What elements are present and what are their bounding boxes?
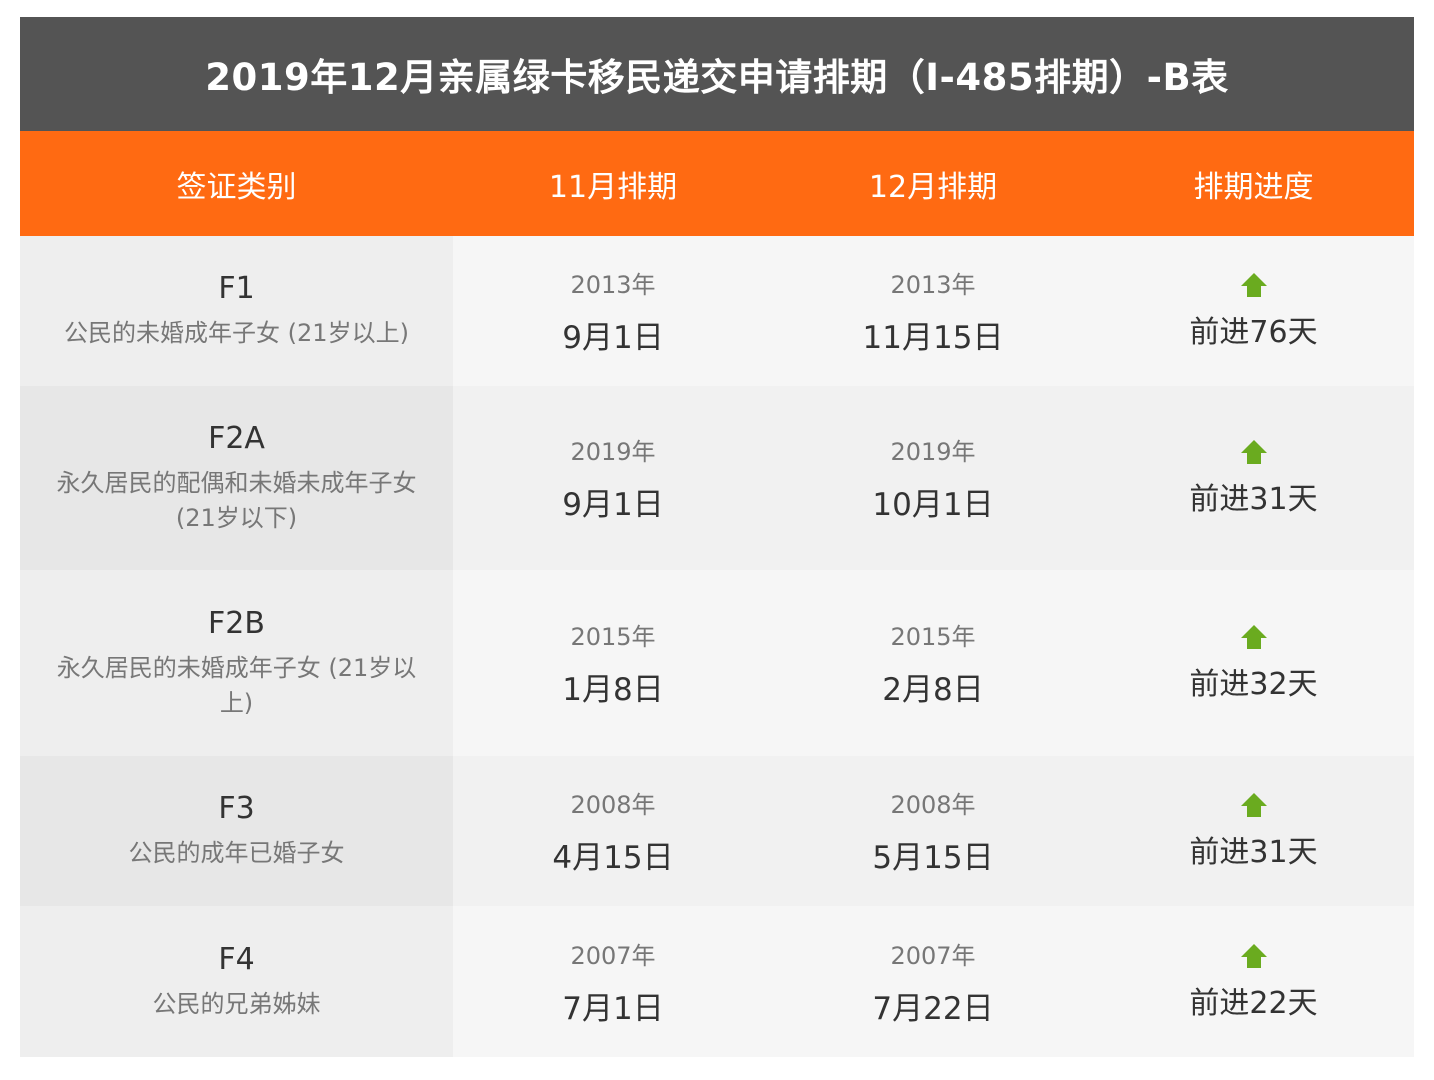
november-year: 2019年: [570, 438, 656, 466]
november-date: 4月15日: [552, 840, 674, 876]
november-date: 9月1日: [562, 320, 664, 356]
table-row: F2B 永久居民的未婚成年子女 (21岁以上) 2015年 1月8日 2015年…: [20, 570, 1414, 756]
visa-bulletin-table: 2019年12月亲属绿卡移民递交申请排期（I-485排期）-B表 签证类别 11…: [20, 17, 1414, 1057]
progress-text: 前进31天: [1189, 482, 1318, 517]
category-cell: F3 公民的成年已婚子女: [20, 756, 453, 906]
up-arrow-icon: [1240, 440, 1267, 464]
category-description: 公民的未婚成年子女 (21岁以上): [64, 319, 409, 347]
category-code: F3: [218, 791, 255, 826]
category-description: 永久居民的配偶和未婚未成年子女 (21岁以下): [56, 468, 417, 532]
december-cell: 2007年 7月22日: [773, 906, 1093, 1057]
header-progress: 排期进度: [1193, 169, 1314, 205]
december-date: 10月1日: [872, 487, 994, 523]
december-year: 2019年: [890, 438, 976, 466]
november-cell: 2007年 7月1日: [453, 906, 773, 1057]
category-code: F2B: [208, 605, 265, 641]
progress-text: 前进22天: [1189, 985, 1318, 1021]
up-arrow-icon: [1240, 273, 1267, 297]
december-cell: 2015年 2月8日: [773, 570, 1093, 756]
december-date: 11月15日: [862, 320, 1004, 356]
category-cell: F2A 永久居民的配偶和未婚未成年子女 (21岁以下): [20, 386, 453, 570]
progress-cell: 前进22天: [1093, 906, 1414, 1057]
december-cell: 2008年 5月15日: [773, 756, 1093, 906]
table-row: F2A 永久居民的配偶和未婚未成年子女 (21岁以下) 2019年 9月1日 2…: [20, 386, 1414, 570]
progress-cell: 前进31天: [1093, 756, 1414, 906]
category-cell: F4 公民的兄弟姊妹: [20, 906, 453, 1057]
november-year: 2008年: [570, 791, 656, 819]
progress-cell: 前进76天: [1093, 236, 1414, 386]
progress-text: 前进31天: [1189, 835, 1318, 870]
december-year: 2013年: [890, 271, 976, 299]
december-date: 7月22日: [872, 990, 994, 1027]
category-code: F4: [218, 941, 255, 977]
category-description: 永久居民的未婚成年子女 (21岁以上): [56, 653, 417, 717]
header-december: 12月排期: [868, 169, 998, 205]
november-year: 2015年: [570, 623, 656, 651]
progress-text: 前进32天: [1189, 667, 1318, 702]
november-date: 9月1日: [562, 487, 664, 523]
up-arrow-icon: [1240, 943, 1267, 968]
up-arrow-icon: [1240, 793, 1267, 817]
category-cell: F2B 永久居民的未婚成年子女 (21岁以上): [20, 570, 453, 756]
category-cell: F1 公民的未婚成年子女 (21岁以上): [20, 236, 453, 386]
november-cell: 2015年 1月8日: [453, 570, 773, 756]
category-code: F1: [218, 271, 255, 306]
progress-cell: 前进32天: [1093, 570, 1414, 756]
progress-cell: 前进31天: [1093, 386, 1414, 570]
category-code: F2A: [208, 420, 265, 456]
december-date: 2月8日: [882, 672, 984, 708]
category-description: 公民的成年已婚子女: [128, 839, 345, 867]
november-cell: 2013年 9月1日: [453, 236, 773, 386]
november-cell: 2008年 4月15日: [453, 756, 773, 906]
category-description: 公民的兄弟姊妹: [152, 989, 321, 1018]
table-row: F3 公民的成年已婚子女 2008年 4月15日 2008年 5月15日 前进3…: [20, 756, 1414, 906]
header-row: 签证类别 11月排期 12月排期 排期进度: [20, 131, 1414, 236]
table-row: F4 公民的兄弟姊妹 2007年 7月1日 2007年 7月22日 前进22天: [20, 906, 1414, 1057]
november-date: 7月1日: [562, 990, 664, 1027]
november-date: 1月8日: [562, 672, 664, 708]
header-visa-category: 签证类别: [176, 169, 297, 205]
table-row: F1 公民的未婚成年子女 (21岁以上) 2013年 9月1日 2013年 11…: [20, 236, 1414, 386]
december-cell: 2019年 10月1日: [773, 386, 1093, 570]
header-november: 11月排期: [548, 169, 678, 205]
november-year: 2013年: [570, 271, 656, 299]
december-year: 2015年: [890, 623, 976, 651]
december-date: 5月15日: [872, 840, 994, 876]
table-title: 2019年12月亲属绿卡移民递交申请排期（I-485排期）-B表: [20, 17, 1414, 131]
november-cell: 2019年 9月1日: [453, 386, 773, 570]
december-year: 2008年: [890, 791, 976, 819]
up-arrow-icon: [1240, 625, 1267, 649]
december-cell: 2013年 11月15日: [773, 236, 1093, 386]
december-year: 2007年: [890, 941, 976, 970]
progress-text: 前进76天: [1189, 315, 1318, 350]
november-year: 2007年: [570, 941, 656, 970]
